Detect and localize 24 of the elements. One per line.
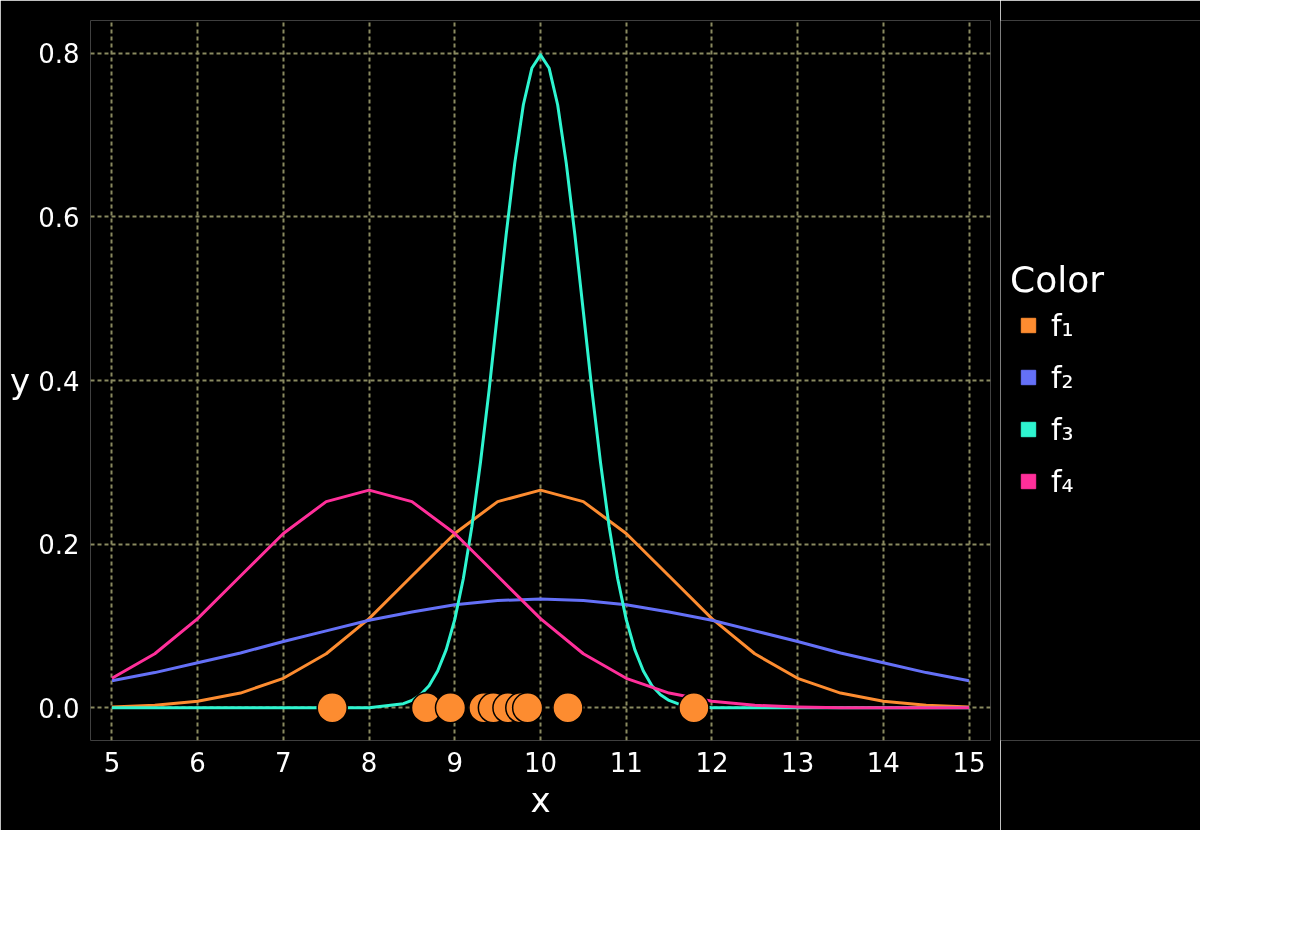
x-tick-label: 10 <box>523 747 558 778</box>
x-tick-label: 5 <box>103 747 121 778</box>
legend-label: f₃ <box>1051 410 1074 449</box>
line-series <box>110 597 971 683</box>
legend-label: f₂ <box>1051 358 1074 397</box>
x-tick-label: 13 <box>781 747 815 778</box>
y-axis-title: y <box>10 360 31 401</box>
x-tick-label: 11 <box>609 747 643 778</box>
y-tick-label: 0.4 <box>38 366 80 397</box>
x-tick-label: 9 <box>446 747 464 778</box>
y-tick-label: 0.0 <box>38 693 80 724</box>
y-tick-label: 0.6 <box>38 202 80 233</box>
legend-label: f₄ <box>1051 462 1074 501</box>
x-tick-label: 14 <box>866 747 900 778</box>
y-tick-label: 0.8 <box>38 39 80 70</box>
x-tick-label: 12 <box>695 747 729 778</box>
x-tick-label: 8 <box>360 747 378 778</box>
x-tick-label: 6 <box>189 747 206 778</box>
x-tick-label: 15 <box>952 747 986 778</box>
x-tick-label: 7 <box>275 747 292 778</box>
y-tick-label: 0.2 <box>38 530 80 561</box>
x-axis-title: x <box>530 779 551 820</box>
legend-title: Color <box>1010 259 1104 300</box>
legend-label: f₁ <box>1051 306 1074 345</box>
